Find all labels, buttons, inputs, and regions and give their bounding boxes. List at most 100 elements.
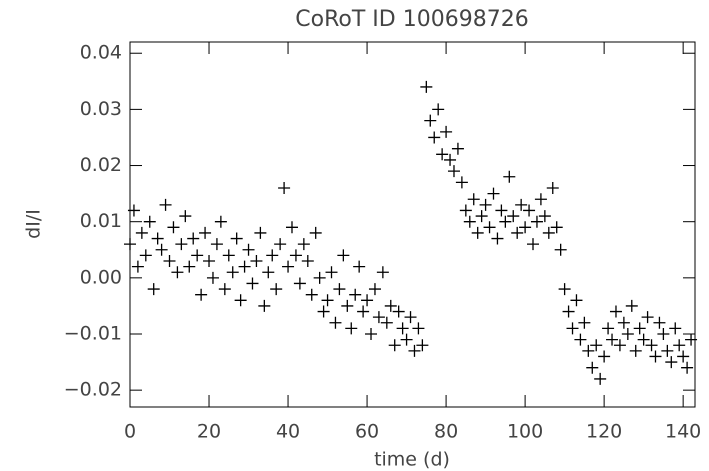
- point: [483, 221, 496, 234]
- x-tick-label: 100: [507, 421, 543, 443]
- point: [661, 344, 674, 357]
- point: [357, 305, 370, 318]
- x-tick-label: 60: [355, 421, 379, 443]
- point: [285, 221, 298, 234]
- point: [365, 328, 378, 340]
- point: [203, 255, 216, 267]
- point: [590, 339, 603, 352]
- point: [420, 80, 433, 93]
- point: [333, 283, 346, 296]
- point: [214, 215, 227, 228]
- point: [289, 249, 302, 262]
- point: [254, 226, 267, 239]
- point: [495, 204, 508, 217]
- point: [163, 255, 176, 267]
- point: [578, 316, 591, 329]
- point: [124, 238, 136, 251]
- point: [546, 182, 559, 194]
- y-tick-label: 0.01: [80, 210, 122, 232]
- point: [147, 283, 160, 296]
- x-tick-label: 120: [586, 421, 622, 443]
- point: [325, 266, 338, 279]
- point: [361, 294, 374, 307]
- point: [242, 243, 255, 256]
- point: [143, 215, 156, 228]
- x-tick-label: 0: [124, 421, 136, 443]
- point: [404, 311, 417, 324]
- point: [179, 210, 192, 223]
- point: [408, 344, 421, 357]
- point: [617, 316, 630, 329]
- point: [621, 328, 634, 340]
- point: [384, 299, 397, 312]
- point: [329, 316, 342, 329]
- point: [305, 288, 318, 301]
- point: [570, 294, 583, 307]
- point: [278, 182, 291, 194]
- point: [274, 238, 287, 251]
- point: [653, 316, 666, 329]
- y-tick-label: 0.04: [80, 42, 122, 64]
- point: [167, 221, 180, 234]
- point: [372, 311, 385, 324]
- point: [507, 210, 520, 223]
- point: [432, 103, 445, 116]
- point: [444, 153, 457, 166]
- point: [313, 271, 326, 284]
- point: [515, 198, 528, 211]
- y-tick-label: 0.02: [80, 154, 122, 176]
- point: [199, 226, 212, 239]
- point: [297, 238, 310, 251]
- point: [388, 339, 401, 352]
- point: [392, 305, 405, 318]
- point: [649, 350, 662, 363]
- chart-title: CoRoT ID 100698726: [295, 7, 528, 32]
- point: [527, 238, 540, 251]
- point: [499, 215, 512, 228]
- point: [171, 266, 184, 279]
- point: [475, 210, 488, 223]
- point: [349, 288, 362, 301]
- point: [677, 350, 690, 363]
- point: [582, 344, 595, 357]
- point: [685, 333, 698, 346]
- point: [250, 255, 263, 267]
- point: [451, 142, 464, 155]
- point: [135, 226, 148, 239]
- point: [270, 283, 283, 296]
- point: [594, 372, 607, 385]
- point: [222, 249, 235, 262]
- point: [210, 238, 223, 251]
- point: [609, 305, 622, 318]
- point: [503, 170, 516, 183]
- point: [151, 232, 164, 245]
- point: [562, 305, 575, 318]
- point: [598, 350, 611, 363]
- x-tick-label: 40: [276, 421, 300, 443]
- point: [376, 266, 389, 279]
- point: [511, 226, 524, 239]
- point: [606, 333, 619, 346]
- point: [191, 249, 204, 262]
- point: [187, 232, 200, 245]
- point: [309, 226, 322, 239]
- point: [558, 283, 571, 296]
- x-tick-label: 80: [434, 421, 458, 443]
- point: [195, 288, 208, 301]
- point: [455, 176, 468, 189]
- point: [479, 198, 492, 211]
- point: [238, 260, 251, 273]
- point: [554, 243, 567, 256]
- plot-frame: [129, 41, 696, 408]
- point: [337, 249, 350, 262]
- point: [353, 260, 366, 273]
- point: [637, 333, 650, 346]
- point: [641, 311, 654, 324]
- point: [266, 249, 279, 262]
- point: [550, 221, 563, 234]
- point: [416, 339, 429, 352]
- point: [159, 198, 172, 211]
- point: [341, 299, 354, 312]
- point: [436, 148, 449, 161]
